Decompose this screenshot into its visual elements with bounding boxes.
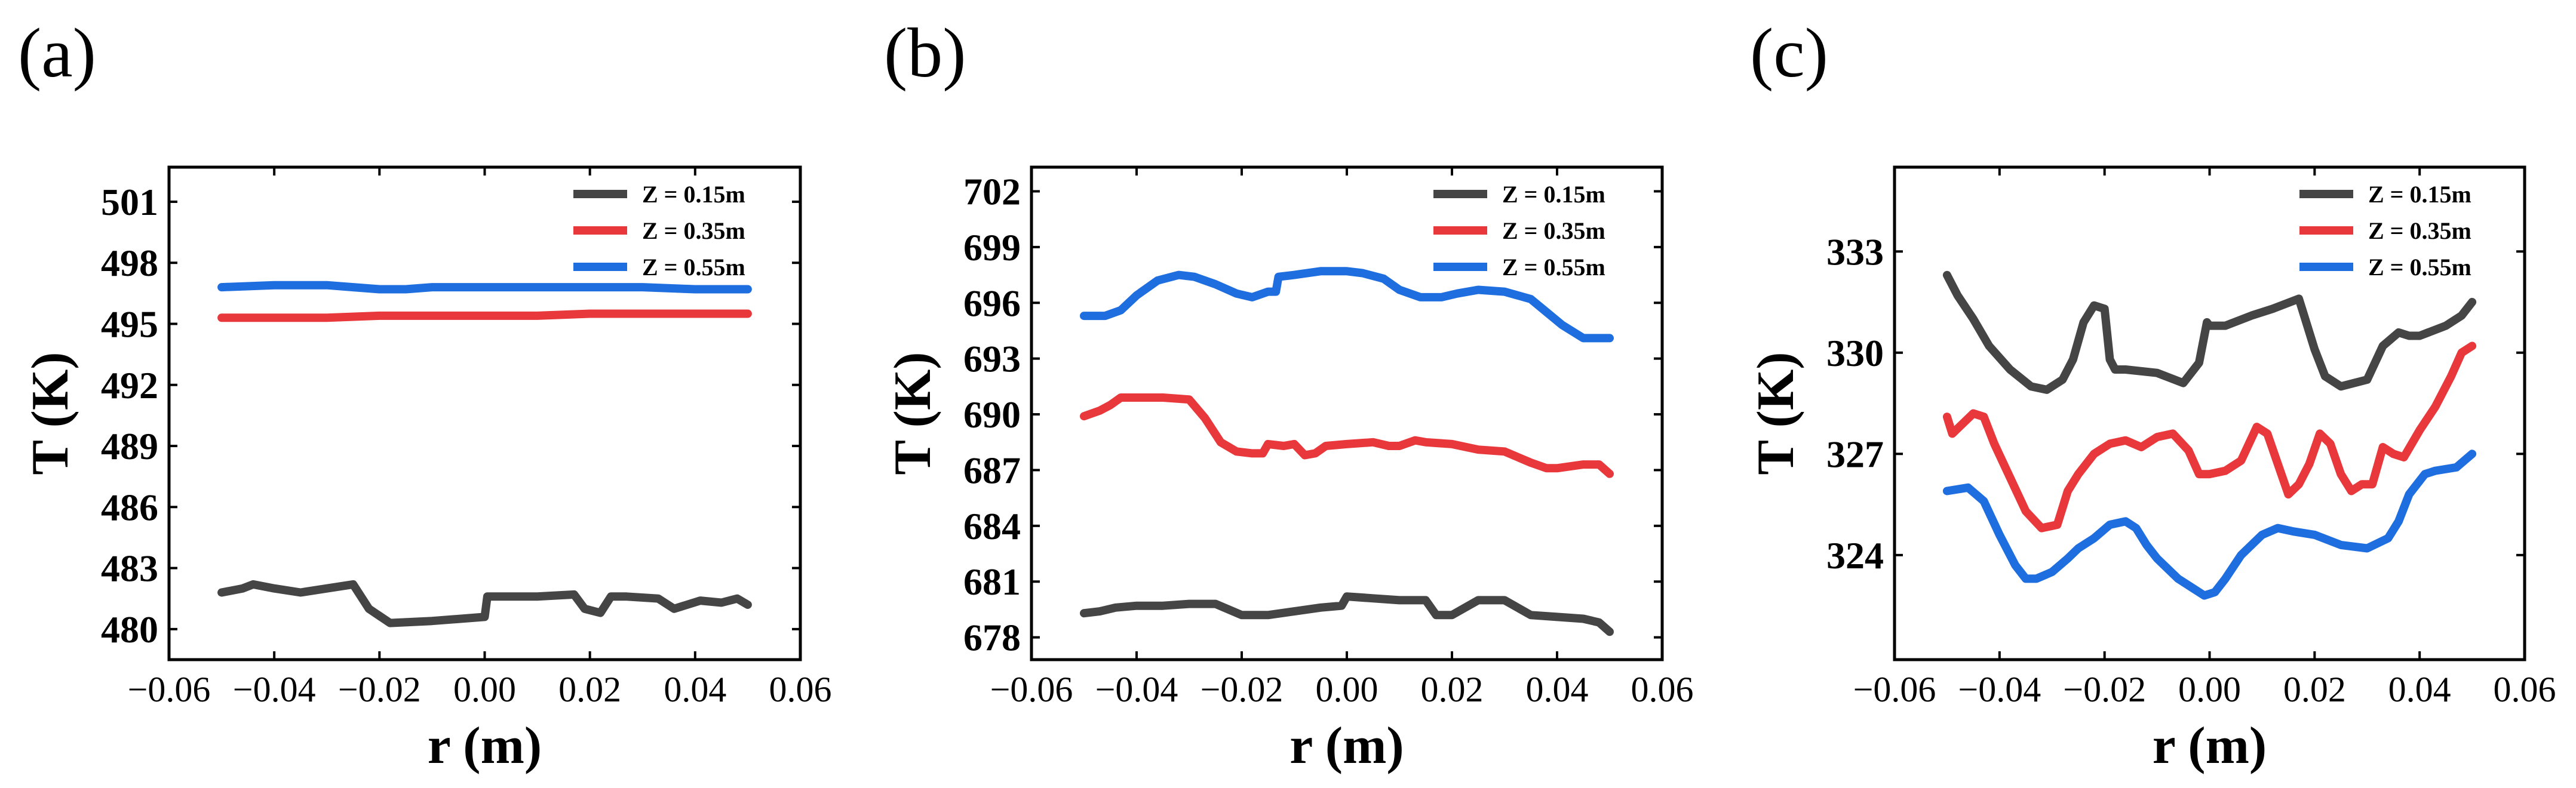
legend-entry: Z = 0.35m — [642, 217, 745, 244]
y-tick-label: 489 — [101, 425, 158, 467]
x-tick-label: 0.06 — [2494, 670, 2556, 709]
series-line-2 — [1942, 341, 2477, 532]
x-tick-label: 0.02 — [2283, 670, 2346, 709]
series-line-1 — [1942, 270, 2477, 394]
x-tick-label: −0.02 — [1201, 670, 1284, 709]
y-tick-label: 501 — [101, 181, 158, 223]
series-line-3 — [1942, 450, 2477, 600]
x-tick-label: −0.06 — [128, 670, 211, 709]
y-tick-label: 480 — [101, 608, 158, 651]
panel-label: (b) — [884, 14, 966, 92]
y-axis-title: T (K) — [1747, 352, 1805, 475]
panel-label: (c) — [1750, 14, 1828, 92]
legend-entry: Z = 0.15m — [642, 181, 745, 208]
y-tick-label: 684 — [963, 505, 1021, 547]
y-tick-label: 678 — [963, 617, 1021, 659]
x-tick-label: −0.02 — [338, 670, 421, 709]
x-axis-title: r (m) — [1289, 717, 1404, 775]
y-tick-label: 324 — [1826, 534, 1884, 577]
x-tick-label: 0.00 — [1316, 670, 1378, 709]
legend-entry: Z = 0.55m — [1502, 254, 1605, 281]
x-tick-label: −0.06 — [990, 670, 1073, 709]
x-tick-label: 0.00 — [453, 670, 516, 709]
x-tick-label: −0.04 — [233, 670, 316, 709]
y-tick-label: 327 — [1826, 433, 1884, 475]
x-tick-label: 0.06 — [1631, 670, 1694, 709]
y-tick-label: 486 — [101, 486, 158, 528]
legend-entry: Z = 0.55m — [642, 254, 745, 281]
x-tick-label: −0.02 — [2063, 670, 2146, 709]
y-tick-label: 333 — [1826, 230, 1884, 273]
x-tick-label: 0.02 — [1421, 670, 1484, 709]
x-tick-label: 0.04 — [664, 670, 726, 709]
x-axis-title: r (m) — [2153, 717, 2267, 775]
y-tick-label: 690 — [963, 393, 1021, 436]
panel-c: (c) −0.06 −0.04 −0.02 0.00 0.02 0.04 0.06 324 327… — [1747, 14, 2556, 775]
panel-a: (a) −0.06 −0.04 −0.02 0.00 0.02 0.04 0.06 480 483… — [18, 14, 832, 775]
y-tick-label: 681 — [963, 561, 1021, 603]
x-tick-label: 0.04 — [2388, 670, 2451, 709]
y-axis-title: T (K) — [22, 352, 79, 475]
x-tick-label: −0.06 — [1853, 670, 1936, 709]
y-tick-label: 330 — [1826, 332, 1884, 374]
legend-entry: Z = 0.55m — [2368, 254, 2471, 281]
y-tick-label: 699 — [963, 226, 1021, 269]
series-line-2 — [217, 309, 752, 322]
x-tick-label: 0.00 — [2178, 670, 2241, 709]
x-tick-label: −0.04 — [1095, 670, 1178, 709]
x-axis-title: r (m) — [428, 717, 542, 775]
y-tick-label: 483 — [101, 547, 158, 590]
x-tick-label: 0.06 — [769, 670, 832, 709]
series-line-1 — [1080, 592, 1614, 636]
y-axis-title: T (K) — [884, 352, 942, 475]
legend-entry: Z = 0.35m — [2368, 217, 2471, 244]
y-tick-label: 492 — [101, 364, 158, 407]
series-line-2 — [1080, 393, 1614, 478]
x-tick-label: 0.04 — [1526, 670, 1589, 709]
series-line-1 — [217, 580, 752, 627]
y-tick-label: 696 — [963, 282, 1021, 324]
panel-b: (b) −0.06 −0.04 −0.02 0.00 0.02 0.04 0.06 678 681… — [884, 14, 1694, 775]
legend-entry: Z = 0.15m — [1502, 181, 1605, 208]
legend-entry: Z = 0.15m — [2368, 181, 2471, 208]
y-tick-label: 495 — [101, 303, 158, 346]
panel-label: (a) — [18, 14, 96, 92]
series-line-3 — [1080, 267, 1614, 343]
y-tick-label: 693 — [963, 338, 1021, 380]
y-tick-label: 687 — [963, 449, 1021, 491]
y-tick-label: 498 — [101, 242, 158, 284]
y-tick-label: 702 — [963, 170, 1021, 213]
series-line-3 — [217, 281, 752, 294]
legend-entry: Z = 0.35m — [1502, 217, 1605, 244]
x-tick-label: 0.02 — [558, 670, 621, 709]
x-tick-label: −0.04 — [1958, 670, 2041, 709]
